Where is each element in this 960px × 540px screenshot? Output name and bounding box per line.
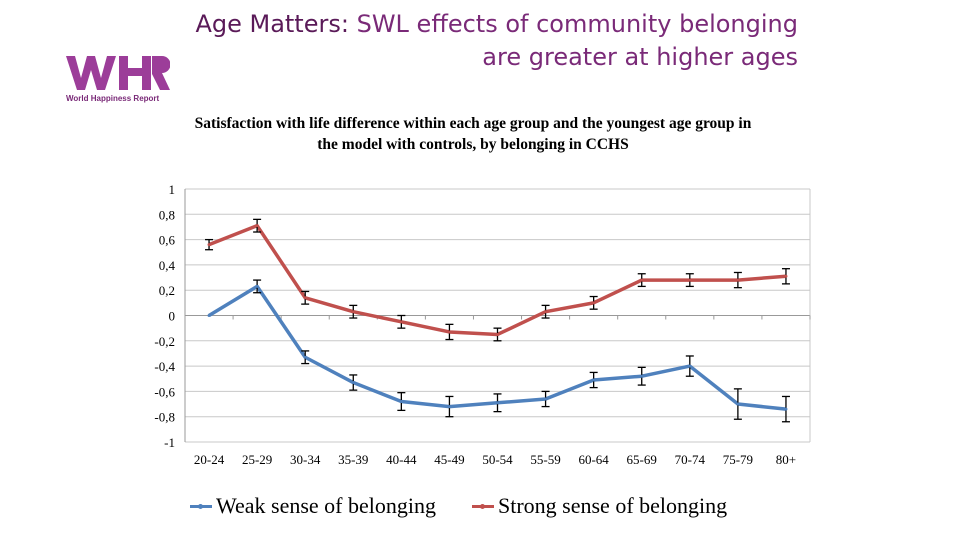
chart-legend: Weak sense of belonging Strong sense of … (190, 493, 727, 519)
data-point (640, 278, 644, 282)
y-tick-label: 0,6 (159, 233, 176, 248)
data-point (640, 374, 644, 378)
y-tick-label: -0,4 (154, 359, 175, 374)
data-point (544, 310, 548, 314)
x-tick-label: 45-49 (434, 452, 464, 467)
data-point (207, 243, 211, 247)
data-point (784, 407, 788, 411)
data-point (784, 274, 788, 278)
data-point (255, 284, 259, 288)
legend-label-strong: Strong sense of belonging (498, 493, 728, 518)
data-point (592, 301, 596, 305)
chart-title: Satisfaction with life difference within… (194, 115, 752, 153)
legend-item-weak: Weak sense of belonging (190, 493, 436, 519)
data-point (496, 332, 499, 336)
data-point (207, 314, 211, 317)
y-tick-label: -0,8 (154, 410, 175, 425)
x-tick-label: 80+ (776, 452, 796, 467)
legend-label-weak: Weak sense of belonging (216, 493, 436, 518)
y-tick-label: -0,2 (154, 334, 175, 349)
data-point (688, 278, 692, 282)
slide-title-rest: SWL effects of community belonging are g… (348, 10, 798, 71)
x-tick-label: 30-34 (290, 452, 321, 467)
y-tick-label: 0,4 (159, 258, 176, 273)
data-point (303, 296, 307, 300)
data-point (736, 278, 740, 282)
data-point (351, 381, 355, 385)
x-tick-label: 75-79 (723, 452, 753, 467)
data-point (736, 402, 740, 406)
x-tick-label: 35-39 (338, 452, 368, 467)
logo-caption: World Happiness Report (66, 94, 160, 103)
series-layer (205, 218, 790, 423)
data-point (255, 224, 259, 228)
whr-logo: World Happiness Report (66, 52, 176, 104)
series-line-strong (208, 223, 787, 337)
slide-title-bold: Age Matters: (195, 10, 349, 38)
y-tick-label: 0,8 (159, 207, 175, 222)
x-tick-label: 65-69 (627, 452, 657, 467)
series-line-weak (208, 284, 787, 411)
data-point (303, 355, 307, 359)
data-point (399, 320, 403, 324)
axis-layer: 1 0,8 0,6 0,4 0,2 0 -0,2 -0,4 -0,6 -0,8 -1 20-24 25-… (154, 182, 811, 467)
y-tick-label: -0,6 (154, 384, 175, 399)
data-point (592, 378, 596, 382)
slide-title: Age Matters: SWL effects of community be… (150, 8, 798, 74)
y-tick-label: -1 (164, 435, 175, 450)
x-tick-label: 70-74 (675, 452, 706, 467)
grid-layer (185, 188, 810, 443)
x-tick-label: 50-54 (482, 452, 513, 467)
x-tick-label: 40-44 (386, 452, 417, 467)
whr-logo-mark (66, 56, 170, 90)
data-point (351, 310, 355, 314)
y-tick-label: 0 (169, 309, 176, 324)
legend-swatch-strong (472, 503, 494, 509)
data-point (544, 397, 548, 401)
data-point (496, 401, 499, 405)
data-point (447, 330, 451, 334)
y-tick-label: 1 (169, 182, 176, 197)
data-point (688, 364, 692, 368)
x-tick-label: 25-29 (242, 452, 272, 467)
x-tick-label: 20-24 (194, 452, 225, 467)
data-point (399, 400, 403, 404)
y-tick-label: 0,2 (159, 283, 175, 298)
x-tick-label: 60-64 (578, 452, 609, 467)
x-tick-label: 55-59 (530, 452, 560, 467)
legend-item-strong: Strong sense of belonging (472, 493, 727, 519)
legend-swatch-weak (190, 503, 212, 509)
data-point (447, 405, 451, 409)
